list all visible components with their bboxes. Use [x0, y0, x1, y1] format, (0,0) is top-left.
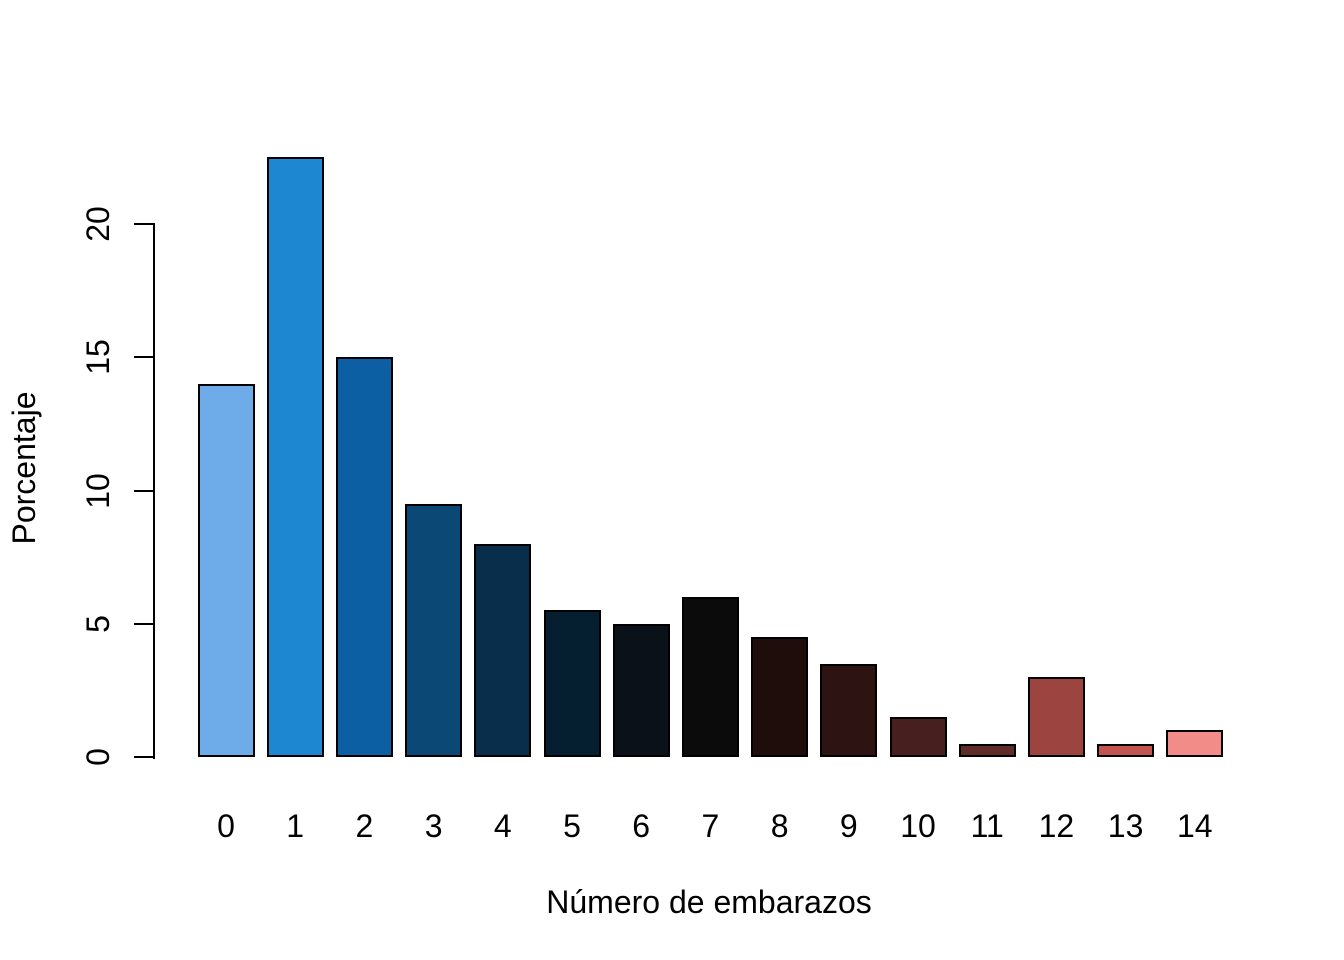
bar-9 [820, 663, 878, 757]
x-tick-label-2: 2 [355, 808, 374, 844]
y-tick-label: 15 [80, 339, 116, 376]
y-tick-mark [134, 223, 155, 225]
x-tick-label-1: 1 [286, 808, 305, 844]
y-tick-mark [134, 489, 155, 492]
bar-5 [543, 610, 601, 757]
x-tick-label-12: 12 [1038, 808, 1075, 844]
y-tick-label: 0 [80, 748, 116, 766]
x-tick-label-11: 11 [970, 808, 1004, 844]
bar-6 [612, 623, 670, 758]
bar-4 [474, 543, 532, 757]
bar-7 [681, 597, 739, 757]
bar-14 [1166, 730, 1224, 757]
x-tick-label-5: 5 [563, 808, 581, 844]
x-tick-label-6: 6 [632, 808, 651, 844]
x-tick-label-4: 4 [493, 808, 512, 844]
bar-2 [335, 357, 393, 758]
x-axis-title: Número de embarazos [546, 884, 872, 920]
bar-10 [889, 717, 947, 757]
bar-1 [266, 157, 324, 757]
y-tick-label: 20 [80, 206, 116, 242]
x-tick-label-0: 0 [217, 808, 235, 844]
bar-3 [405, 503, 463, 757]
x-tick-label-14: 14 [1177, 808, 1213, 844]
bar-11 [958, 743, 1016, 757]
x-tick-label-8: 8 [770, 808, 789, 844]
x-tick-label-7: 7 [701, 808, 720, 844]
y-tick-mark [134, 356, 155, 359]
bar-12 [1027, 677, 1085, 757]
x-tick-label-9: 9 [839, 808, 858, 844]
x-tick-label-3: 3 [424, 808, 443, 844]
y-tick-label: 10 [80, 472, 116, 509]
y-axis-title: Porcentaje [6, 391, 42, 545]
bar-0 [197, 383, 255, 757]
y-tick-mark [134, 622, 155, 625]
bar-8 [751, 637, 809, 757]
y-tick-label: 5 [80, 614, 116, 633]
x-tick-label-13: 13 [1107, 808, 1144, 844]
y-tick-mark [134, 756, 155, 758]
x-tick-label-10: 10 [900, 808, 936, 844]
bar-13 [1097, 743, 1155, 757]
